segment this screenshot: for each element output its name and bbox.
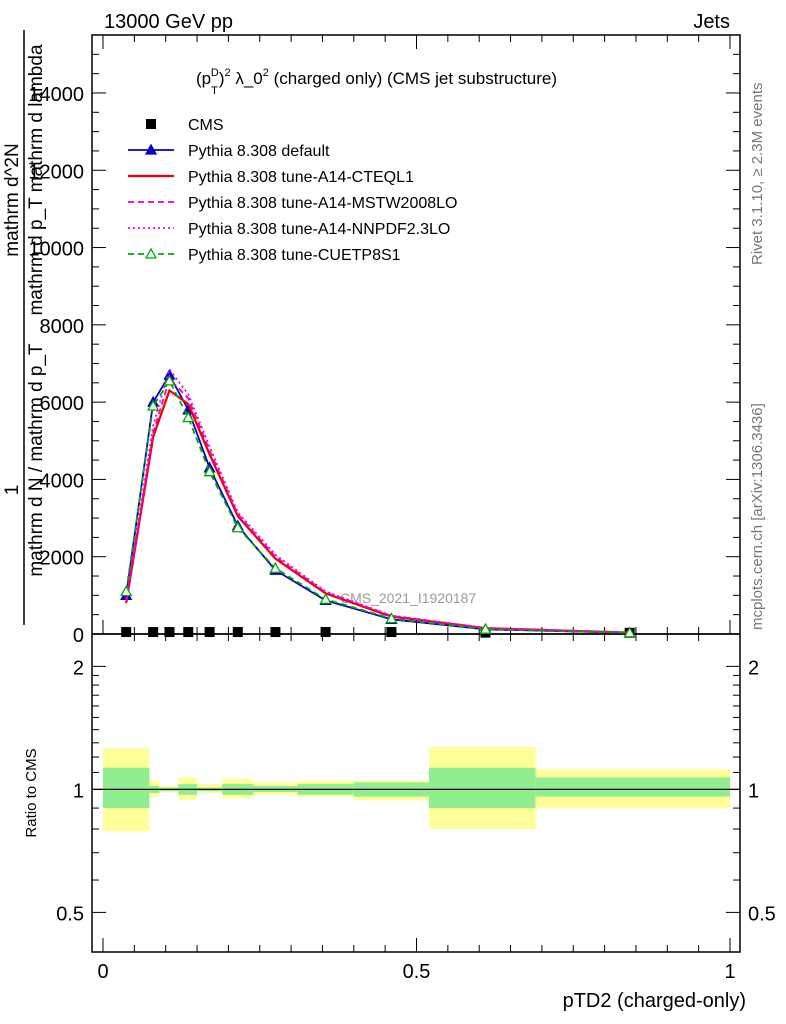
main-ylabel: 1 mathrm d^2N mathrm d p_T mathrm d lamb… — [2, 30, 47, 625]
main-ytick-label-3: 6000 — [40, 393, 85, 415]
plot-title: (pTD)2 λ_02 (charged only) (CMS jet subs… — [196, 67, 557, 97]
ratio-ytick-label-left-0: 0.5 — [56, 903, 84, 925]
legend: CMS Pythia 8.308 default Pythia 8.308 tune… — [128, 117, 457, 264]
series-5-marker-4 — [203, 465, 216, 477]
cms-point-5 — [232, 627, 243, 638]
series-5-marker-6 — [269, 561, 282, 573]
series-5-marker-8 — [385, 612, 398, 624]
legend-label-5: Pythia 8.308 tune-CUETP8S1 — [188, 247, 401, 264]
series-5-marker-1 — [147, 399, 160, 411]
legend-swatch-0 — [146, 119, 156, 129]
category-label: Jets — [693, 11, 730, 33]
legend-label-1: Pythia 8.308 default — [188, 143, 330, 160]
rivet-label: Rivet 3.1.10, ≥ 2.3M events — [749, 83, 766, 266]
legend-marker-1 — [144, 143, 158, 155]
ratio-ytick-label-right-1: 1 — [748, 780, 759, 802]
x-tick-label-1: 0.5 — [403, 961, 431, 983]
main-ytick-label-6: 12000 — [28, 161, 84, 183]
series-5-marker-2 — [163, 374, 176, 386]
cms-point-3 — [183, 627, 194, 638]
ratio-ytick-label-right-2: 2 — [748, 657, 759, 679]
series-5-marker-7 — [319, 592, 332, 604]
ratio-inner-band-0 — [103, 767, 150, 809]
analysis-watermark: CMS_2021_I1920187 — [340, 590, 476, 606]
main-ytick-label-4: 8000 — [40, 316, 85, 338]
cms-point-0 — [121, 627, 132, 638]
energy-label: 13000 GeV pp — [104, 11, 233, 33]
legend-marker-5 — [144, 247, 158, 259]
series-5-marker-5 — [231, 521, 244, 533]
series-5-marker-10 — [623, 626, 636, 638]
ratio-bands — [103, 746, 730, 832]
ratio-ylabel: Ratio to CMS — [23, 748, 40, 837]
series-5-marker-3 — [182, 411, 195, 423]
mcplots-label: mcplots.cern.ch [arXiv:1306.3436] — [749, 403, 766, 630]
main-axes: 0 2000 4000 6000 8000 10000 12000 14000 — [28, 34, 741, 647]
ratio-ytick-label-left-1: 1 — [73, 780, 84, 802]
x-tick-label-0: 0 — [97, 961, 108, 983]
main-ytick-label-5: 10000 — [28, 239, 84, 261]
series-5-marker-0 — [120, 585, 133, 597]
series-line-2 — [125, 388, 630, 634]
ylabel-den: mathrm d N / mathrm d p_T — [26, 343, 47, 577]
ratio-inner-band-9 — [429, 767, 536, 809]
main-ytick-label-0: 0 — [73, 625, 84, 647]
main-ytick-label-7: 14000 — [28, 84, 84, 106]
legend-label-4: Pythia 8.308 tune-A14-NNPDF2.3LO — [188, 221, 450, 238]
legend-label-2: Pythia 8.308 tune-A14-CTEQL1 — [188, 169, 414, 186]
main-ytick-label-1: 2000 — [40, 548, 85, 570]
main-series — [120, 367, 636, 638]
cms-point-7 — [320, 627, 331, 638]
cms-point-6 — [270, 627, 281, 638]
ratio-ytick-label-right-0: 0.5 — [748, 903, 776, 925]
legend-label-0: CMS — [188, 117, 224, 134]
cms-point-1 — [148, 627, 159, 638]
cms-point-2 — [164, 627, 175, 638]
ratio-axes: 0.5 0.5 1 1 2 2 0 0.5 1 — [56, 633, 776, 983]
ylabel-num-one: 1 — [2, 485, 23, 496]
ratio-inner-band-10 — [535, 777, 730, 797]
main-ytick-label-2: 4000 — [40, 470, 85, 492]
cms-point-8 — [386, 627, 397, 638]
ylabel-num-dn: mathrm d^2N — [2, 143, 23, 256]
ylabel-den-top: mathrm d p_T mathrm d lambda — [26, 44, 47, 315]
series-5-marker-9 — [479, 622, 492, 634]
series-line-5 — [125, 379, 630, 634]
legend-label-3: Pythia 8.308 tune-A14-MSTW2008LO — [188, 195, 457, 212]
ratio-ytick-label-left-2: 2 — [73, 657, 84, 679]
x-tick-label-2: 1 — [724, 961, 735, 983]
cms-point-4 — [204, 627, 215, 638]
x-axis-label: pTD2 (charged-only) — [563, 990, 746, 1012]
